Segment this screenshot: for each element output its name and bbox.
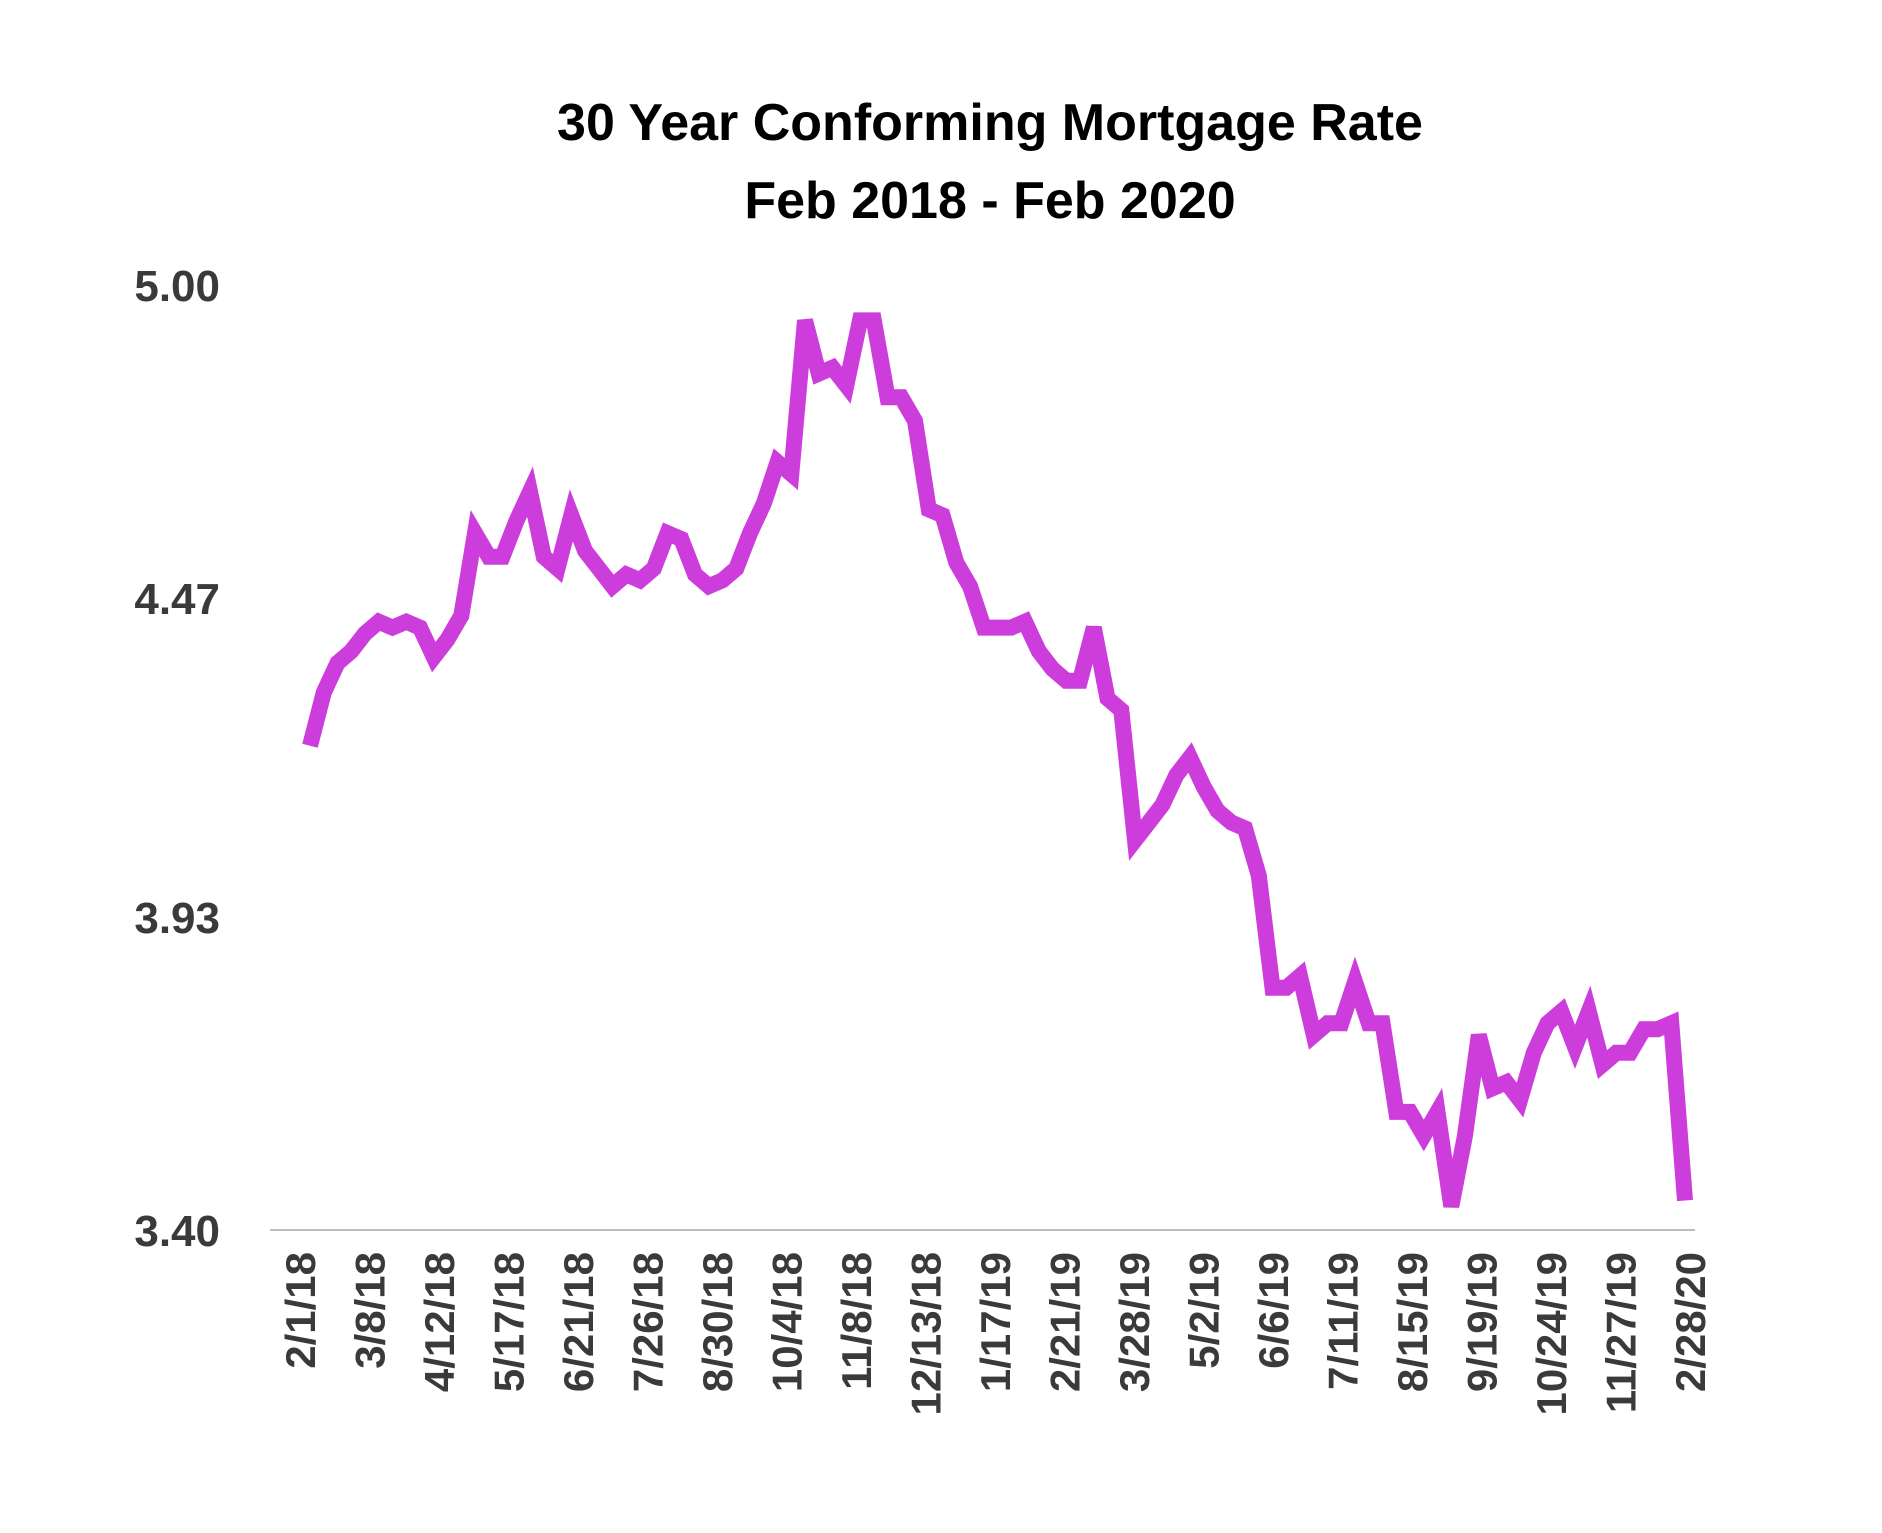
x-axis-ticks: 2/1/18 3/8/18 4/12/18 5/17/18 6/21/18 7/26/18… [277,1252,1714,1416]
y-tick-label: 5.00 [134,262,220,311]
x-tick-label: 4/12/18 [416,1252,463,1392]
x-tick-label: 11/27/19 [1598,1252,1645,1413]
x-tick-label: 8/15/19 [1389,1252,1436,1392]
x-tick-label: 2/1/18 [277,1252,324,1369]
y-tick-label: 3.93 [134,894,220,943]
x-tick-label: 10/4/18 [764,1252,811,1392]
x-tick-label: 9/19/19 [1459,1252,1506,1392]
x-tick-label: 3/28/19 [1111,1252,1158,1392]
x-tick-label: 7/11/19 [1320,1252,1367,1390]
y-axis-ticks: 5.00 4.47 3.93 3.40 [134,262,220,1256]
x-tick-label: 6/21/18 [555,1252,602,1392]
x-tick-label: 5/17/18 [486,1252,533,1392]
series-line-mortgage-rate [302,312,1693,1208]
x-tick-label: 6/6/19 [1250,1252,1297,1369]
chart-title: 30 Year Conforming Mortgage Rate [557,94,1423,152]
x-tick-label: 7/26/18 [625,1252,672,1392]
x-tick-label: 2/28/20 [1667,1252,1714,1392]
x-tick-label: 12/13/18 [903,1252,950,1416]
y-tick-label: 4.47 [134,575,220,624]
y-tick-label: 3.40 [134,1207,220,1256]
x-tick-label: 11/8/18 [833,1252,880,1390]
x-tick-label: 3/8/18 [347,1252,394,1369]
x-tick-label: 5/2/19 [1181,1252,1228,1369]
chart-subtitle: Feb 2018 - Feb 2020 [744,172,1235,230]
x-tick-label: 1/17/19 [972,1252,1019,1392]
x-tick-label: 8/30/18 [694,1252,741,1392]
x-tick-label: 2/21/19 [1042,1252,1089,1392]
x-tick-label: 10/24/19 [1528,1252,1575,1416]
